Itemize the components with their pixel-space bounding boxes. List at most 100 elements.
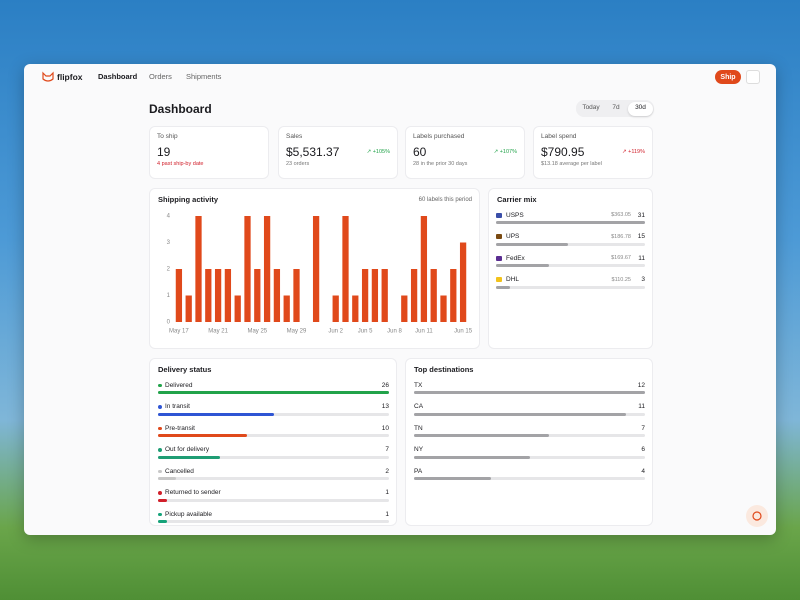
activity-card: [149, 188, 480, 349]
kpi-note: $13.18 average per label: [541, 161, 602, 167]
kpi-card: [278, 126, 398, 179]
bar: [414, 434, 549, 437]
kpi-label: To ship: [157, 133, 178, 140]
kpi-note: 23 orders: [286, 161, 310, 167]
bar: [414, 412, 626, 416]
card-title: Carrier mix: [497, 195, 537, 204]
row-count: 4: [641, 467, 645, 475]
bar-track: [158, 434, 389, 437]
range-active: [628, 101, 653, 116]
bar-track: [414, 455, 645, 459]
row-count: 3: [641, 276, 645, 283]
kpi-card: [149, 126, 269, 179]
range-option[interactable]: 30d: [635, 104, 646, 111]
row-count: 26: [381, 381, 389, 389]
nav-link[interactable]: Shipments: [186, 72, 222, 81]
row-count: 11: [638, 254, 645, 262]
row-name: USPS: [506, 211, 524, 219]
bar: [158, 434, 247, 437]
kpi-card: [533, 126, 653, 179]
bar: [158, 477, 176, 480]
row-count: 2: [385, 467, 389, 475]
top_destinations-card: [405, 358, 653, 526]
row-name: TX: [414, 381, 423, 389]
nav-link[interactable]: Orders: [149, 72, 172, 81]
row-name: PA: [414, 467, 423, 475]
row-count: 7: [385, 446, 389, 453]
bar-track: [158, 455, 389, 459]
row-spend: $186.78: [611, 233, 631, 240]
ship-button[interactable]: [715, 70, 741, 84]
row-name: CA: [414, 403, 424, 410]
status-dot: [158, 469, 162, 473]
range-option[interactable]: Today: [582, 104, 600, 111]
status-dot: [158, 426, 162, 430]
bar: [158, 412, 274, 416]
status-dot: [158, 448, 162, 452]
bar: [496, 242, 569, 246]
row-name: Returned to sender: [165, 489, 221, 496]
avatar-button[interactable]: [746, 70, 760, 84]
chart-subtitle: 60 labels this period: [418, 197, 472, 203]
chat-button[interactable]: [746, 505, 768, 527]
bar-track: [158, 520, 389, 523]
status-dot: [158, 383, 162, 387]
row-count: 15: [637, 233, 645, 240]
row-spend: $169.67: [611, 255, 631, 261]
row-count: 12: [637, 381, 645, 389]
carrier-icon: [496, 234, 502, 239]
chart-title: Shipping activity: [158, 195, 219, 204]
row-name: NY: [414, 446, 424, 453]
bar-track: [158, 477, 389, 480]
row-name: In transit: [165, 403, 190, 410]
row-spend: $363.05: [611, 212, 631, 218]
bar: [414, 391, 645, 394]
carrier_mix-card: [488, 188, 653, 349]
ship-button-label: Ship: [720, 73, 736, 81]
kpi-note: 4 past ship-by date: [157, 161, 204, 167]
kpi-value: 60: [413, 145, 427, 159]
row-name: UPS: [506, 233, 520, 240]
kpi-value: 19: [157, 145, 171, 159]
row-count: 1: [385, 489, 389, 496]
brand: flipfox: [57, 72, 83, 82]
kpi-change: ↗ +107%: [493, 148, 517, 155]
row-name: DHL: [506, 276, 520, 283]
kpi-change: ↗ +119%: [621, 148, 645, 155]
row-name: Out for delivery: [165, 446, 210, 453]
logo-icon: [42, 71, 54, 82]
row-count: 10: [381, 424, 389, 432]
carrier-icon: [496, 255, 502, 261]
row-count: 6: [641, 446, 645, 453]
row-name: Cancelled: [165, 467, 194, 475]
bar: [496, 264, 549, 267]
row-count: 7: [641, 424, 645, 432]
chat-icon: [752, 511, 762, 521]
nav-link[interactable]: Dashboard: [98, 72, 138, 81]
card-title: Delivery status: [158, 365, 212, 374]
status-dot: [158, 405, 162, 409]
kpi-label: Sales: [286, 133, 303, 140]
page-title: Dashboard: [149, 102, 212, 116]
row-count: 11: [638, 403, 645, 410]
row-count: 1: [385, 510, 389, 518]
range-option[interactable]: 7d: [612, 104, 620, 111]
bar: [414, 477, 491, 480]
carrier-icon: [496, 212, 502, 218]
row-count: 31: [637, 211, 645, 219]
row-count: 13: [381, 403, 389, 410]
bar-track: [496, 285, 645, 289]
kpi-note: 28 in the prior 30 days: [413, 161, 468, 167]
card-title: Top destinations: [414, 365, 474, 374]
kpi-value: $790.95: [541, 145, 585, 159]
bar-track: [158, 412, 389, 416]
row-name: TN: [414, 424, 423, 432]
bar: [158, 391, 389, 394]
bar-track: [496, 264, 645, 267]
bar-track: [496, 242, 645, 246]
row-name: Pickup available: [165, 510, 212, 518]
kpi-label: Labels purchased: [413, 133, 465, 140]
status-dot: [158, 512, 162, 516]
bar: [158, 520, 167, 523]
